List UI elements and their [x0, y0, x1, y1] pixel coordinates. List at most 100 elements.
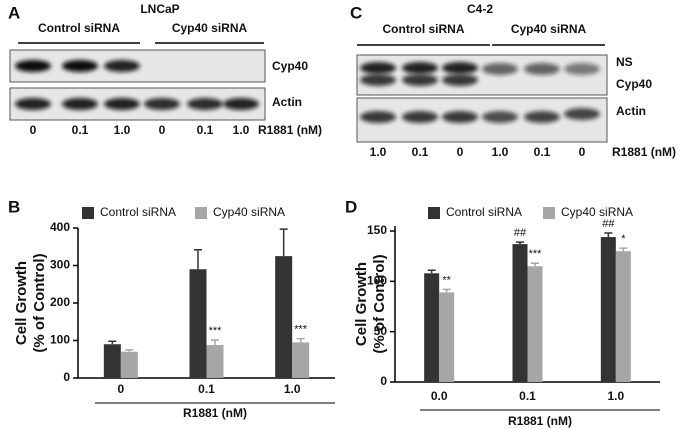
legend-swatch [82, 207, 94, 219]
lane-label: 0.1 [72, 123, 89, 137]
bar [292, 342, 310, 378]
band-label: Actin [616, 104, 646, 118]
treatment-label: R1881 (nM) [258, 123, 322, 137]
bar [512, 244, 528, 382]
band [360, 74, 396, 86]
band [104, 98, 140, 110]
band-label: Actin [272, 95, 302, 109]
blot-title: C4-2 [467, 2, 493, 16]
band [15, 60, 51, 72]
lane-label: 1.0 [492, 145, 509, 159]
band-label: NS [616, 55, 633, 69]
lane-label: 1.0 [114, 123, 131, 137]
bar [424, 273, 440, 382]
band [15, 98, 51, 110]
y-axis-label: (% of Control) [371, 254, 388, 353]
lane-label: 0 [159, 123, 166, 137]
band [104, 60, 140, 72]
band [187, 98, 223, 110]
band-label: Cyp40 [272, 59, 308, 73]
band [402, 62, 438, 74]
band [442, 74, 478, 86]
bar [439, 292, 455, 382]
y-axis-label: Cell Growth [353, 262, 370, 346]
legend-swatch [543, 207, 555, 219]
blot-membrane [356, 54, 608, 96]
legend-label: Cyp40 siRNA [213, 205, 285, 219]
treatment-label: R1881 (nM) [612, 145, 676, 159]
bar [275, 256, 293, 378]
bar [527, 266, 543, 382]
band [223, 98, 259, 110]
band [442, 62, 478, 74]
blot-membrane [356, 97, 608, 143]
lane-label: 1.0 [233, 123, 250, 137]
lane-label: 1.0 [370, 145, 387, 159]
significance-label: *** [529, 248, 543, 260]
lane-label: 0 [579, 145, 586, 159]
legend-swatch [428, 207, 440, 219]
band [144, 98, 180, 110]
y-tick-label: 400 [50, 220, 70, 234]
panel-label: C [350, 3, 362, 22]
lane-label: 0.1 [197, 123, 214, 137]
error-bar [296, 337, 305, 343]
band-label: Cyp40 [616, 77, 652, 91]
x-axis-label: R1881 (nM) [508, 414, 572, 428]
y-axis-label: Cell Growth [13, 261, 30, 345]
y-tick-label: 100 [367, 274, 387, 288]
blot-title: LNCaP [140, 2, 179, 16]
band [524, 111, 560, 123]
error-bar [427, 269, 436, 274]
x-tick-label: 0.0 [431, 389, 448, 403]
panel-label: B [8, 197, 20, 216]
group-label: Control siRNA [383, 22, 465, 36]
band [360, 62, 396, 74]
error-bar [619, 247, 628, 252]
band [402, 74, 438, 86]
error-bar [279, 228, 288, 257]
legend-label: Cyp40 siRNA [561, 205, 633, 219]
band [62, 60, 98, 72]
error-bar [604, 232, 613, 238]
y-tick-label: 200 [50, 295, 70, 309]
band [564, 63, 600, 75]
error-bar [194, 249, 202, 270]
error-bar [516, 241, 524, 245]
legend-swatch [195, 207, 207, 219]
band [482, 63, 518, 75]
band [402, 111, 438, 123]
legend-label: Control siRNA [100, 205, 176, 219]
bar [615, 251, 631, 382]
bar [206, 345, 224, 378]
error-bar [531, 262, 539, 267]
band [360, 111, 396, 123]
y-tick-label: 300 [50, 258, 70, 272]
lane-label: 0 [30, 123, 37, 137]
panel-label: D [345, 197, 357, 216]
y-tick-label: 0 [63, 370, 70, 384]
bar [103, 344, 121, 378]
significance-label: ## [514, 227, 527, 239]
legend-label: Control siRNA [446, 205, 522, 219]
y-tick-label: 0 [380, 374, 387, 388]
band [442, 111, 478, 123]
y-tick-label: 100 [50, 333, 70, 347]
bar [120, 351, 138, 378]
x-tick-label: 1.0 [284, 382, 301, 396]
group-label: Control siRNA [38, 21, 120, 35]
band [524, 63, 560, 75]
significance-label: ** [442, 274, 451, 286]
y-axis-label: (% of Control) [31, 253, 48, 352]
bar [189, 269, 207, 378]
band [62, 98, 98, 110]
lane-label: 0 [457, 145, 464, 159]
error-bar [125, 349, 134, 352]
error-bar [108, 340, 117, 345]
band [564, 108, 600, 120]
significance-label: ## [602, 218, 615, 230]
error-bar [211, 339, 219, 345]
x-tick-label: 1.0 [607, 389, 624, 403]
lane-label: 0.1 [534, 145, 551, 159]
